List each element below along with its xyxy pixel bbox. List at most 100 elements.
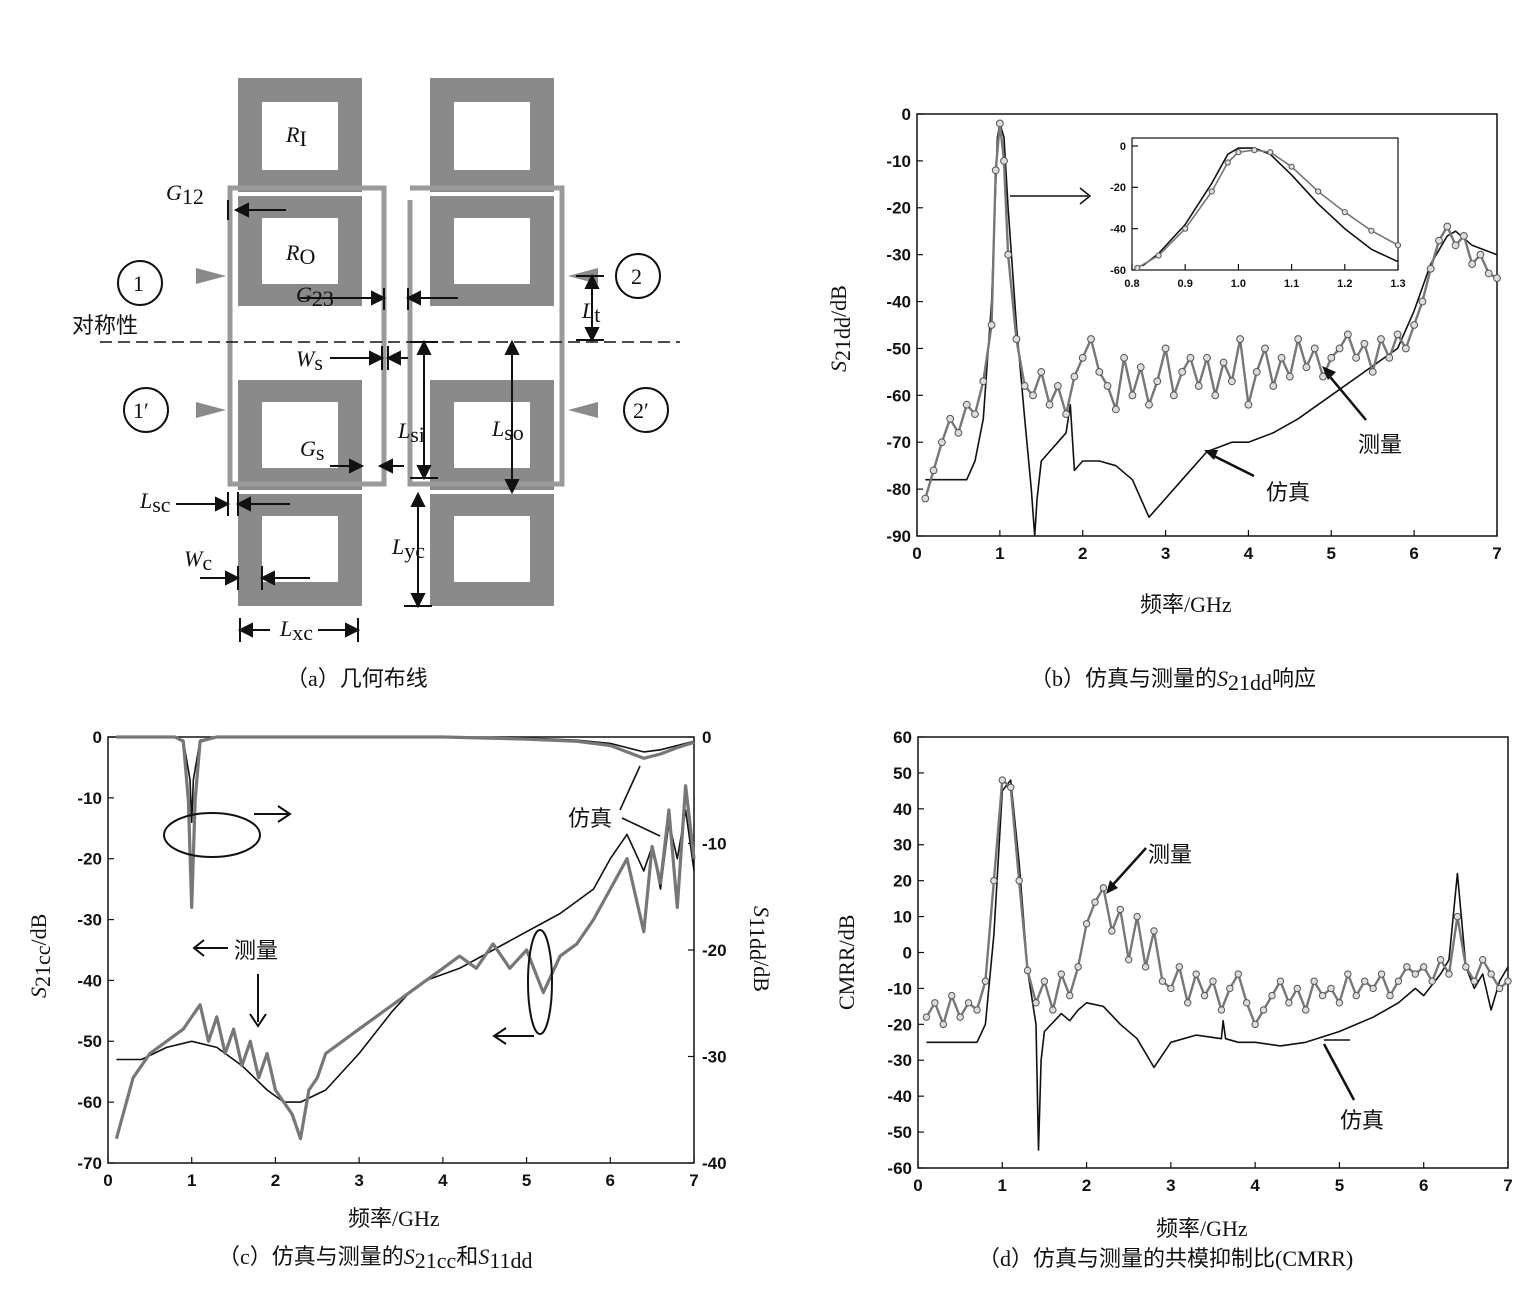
d-point-meas bbox=[1386, 991, 1394, 1000]
annotation-meas-c: 测量 bbox=[234, 938, 278, 963]
caption-c: （c）仿真与测量的S21cc和S11dd bbox=[218, 1244, 533, 1273]
d-point-meas bbox=[1141, 963, 1150, 971]
b-inset-x-tick-label: 1.1 bbox=[1284, 278, 1299, 290]
b-point-meas bbox=[1302, 363, 1311, 372]
b-point-meas bbox=[1145, 400, 1153, 409]
b-point-meas bbox=[1244, 400, 1253, 409]
b-point-meas bbox=[1310, 344, 1319, 353]
d-point-meas bbox=[1504, 977, 1512, 985]
d-point-meas bbox=[1057, 970, 1065, 978]
b-point-meas bbox=[1393, 330, 1402, 339]
d-x-tick-label: 1 bbox=[998, 1176, 1007, 1195]
d-point-meas bbox=[1200, 991, 1209, 1000]
c-y-tick-label: -30 bbox=[77, 911, 102, 930]
b-point-meas bbox=[1252, 367, 1261, 376]
annotation-arrow-sim-b bbox=[1209, 452, 1255, 478]
ring-lower-right bbox=[430, 380, 554, 490]
label-wc: Wc bbox=[184, 546, 212, 575]
d-point-meas bbox=[1335, 999, 1344, 1007]
d-point-meas bbox=[1479, 955, 1487, 964]
b-point-meas bbox=[1476, 250, 1485, 259]
d-point-meas bbox=[1453, 912, 1462, 921]
d-x-tick-label: 6 bbox=[1419, 1176, 1428, 1195]
b-point-meas bbox=[1020, 382, 1029, 390]
annotation-sim-b: 仿真 bbox=[1266, 480, 1310, 505]
inset-frame-b bbox=[1131, 137, 1399, 271]
plot-frame-b bbox=[916, 113, 1498, 537]
b-point-meas bbox=[1128, 391, 1137, 400]
d-point-meas bbox=[1175, 963, 1183, 971]
d-point-meas bbox=[1015, 876, 1023, 885]
d-point-meas bbox=[939, 1020, 947, 1029]
port-triangle-1 bbox=[196, 268, 226, 284]
label-lxc: Lxc bbox=[279, 616, 313, 645]
b-point-meas bbox=[1087, 335, 1095, 343]
d-point-meas bbox=[1445, 970, 1453, 978]
feed-line-right bbox=[407, 185, 565, 487]
b-y-tick-label: -80 bbox=[886, 480, 911, 499]
b-y-tick-label: -20 bbox=[886, 199, 911, 218]
label-lsi: Lsi bbox=[397, 418, 425, 447]
x-axis-label-d: 频率/GHz bbox=[1156, 1216, 1248, 1241]
d-point-meas bbox=[1066, 991, 1074, 1000]
b-point-meas bbox=[1045, 400, 1054, 409]
b-inset-y-tick-label: -60 bbox=[1110, 265, 1126, 277]
b-point-meas bbox=[1053, 382, 1062, 390]
annotation-arrow-sim-c-1 bbox=[619, 765, 641, 811]
label-lsc: Lsc bbox=[139, 488, 171, 517]
b-point-meas bbox=[1153, 377, 1162, 386]
c-x-tick-label: 4 bbox=[438, 1171, 448, 1190]
d-y-tick-label: -20 bbox=[887, 1015, 912, 1034]
b-inset-y-tick-label: -20 bbox=[1110, 182, 1126, 194]
annotation-meas-d: 测量 bbox=[1148, 842, 1192, 867]
b-x-tick-label: 0 bbox=[912, 544, 921, 563]
b-point-meas bbox=[1484, 269, 1493, 278]
d-point-meas bbox=[1344, 970, 1352, 978]
b-point-meas bbox=[1368, 367, 1377, 376]
annotation-arrowhead-meas-c-2 bbox=[249, 1013, 267, 1028]
d-point-meas bbox=[1023, 966, 1032, 975]
d-point-meas bbox=[1167, 984, 1175, 993]
d-point-meas bbox=[1495, 984, 1504, 993]
d-point-meas bbox=[973, 1006, 981, 1014]
d-point-meas bbox=[1226, 984, 1234, 993]
b-point-meas bbox=[1435, 236, 1443, 245]
b-y-tick-label: -40 bbox=[886, 293, 911, 312]
d-y-tick-label: 40 bbox=[893, 800, 912, 819]
d-x-tick-label: 2 bbox=[1082, 1176, 1091, 1195]
c-y2-tick-label: -10 bbox=[702, 835, 727, 854]
c-y-tick-label: -60 bbox=[77, 1093, 102, 1112]
b-inset-x-tick-label: 1.3 bbox=[1390, 278, 1405, 290]
d-point-meas bbox=[1032, 999, 1040, 1007]
b-point-meas bbox=[1161, 344, 1170, 353]
b-inset-point-meas bbox=[1267, 149, 1274, 156]
label-ro: RO bbox=[285, 240, 315, 269]
plot-frame-d bbox=[917, 736, 1509, 1169]
d-point-meas bbox=[1394, 977, 1403, 985]
d-point-meas bbox=[931, 999, 939, 1007]
d-point-meas bbox=[948, 991, 956, 1000]
d-point-meas bbox=[964, 999, 973, 1007]
d-point-meas bbox=[990, 876, 998, 885]
d-y-tick-label: 50 bbox=[893, 764, 912, 783]
y-axis-label-b: S21dd/dB bbox=[826, 285, 855, 372]
port-triangle-2p bbox=[568, 402, 598, 418]
annotation-arrowhead-meas-b bbox=[1322, 366, 1336, 380]
b-x-tick-label: 2 bbox=[1078, 544, 1087, 563]
b-point-meas bbox=[1335, 344, 1344, 353]
d-point-meas bbox=[1049, 1006, 1057, 1014]
d-point-meas bbox=[1133, 912, 1141, 921]
d-y-tick-label: -60 bbox=[887, 1159, 912, 1178]
b-inset-point-meas bbox=[1155, 252, 1162, 259]
b-inset-point-meas bbox=[1208, 188, 1215, 195]
d-point-meas bbox=[956, 1013, 964, 1021]
d-point-meas bbox=[1040, 977, 1049, 985]
b-point-meas bbox=[1418, 297, 1427, 306]
b-x-tick-label: 1 bbox=[995, 544, 1004, 563]
b-point-meas bbox=[1401, 344, 1410, 353]
inset-pointer-arrowhead bbox=[1079, 187, 1092, 205]
feed-line-left bbox=[227, 185, 387, 487]
b-point-meas bbox=[1194, 382, 1203, 390]
c-x-tick-label: 2 bbox=[271, 1171, 280, 1190]
x-axis-label-b: 频率/GHz bbox=[1140, 592, 1232, 617]
